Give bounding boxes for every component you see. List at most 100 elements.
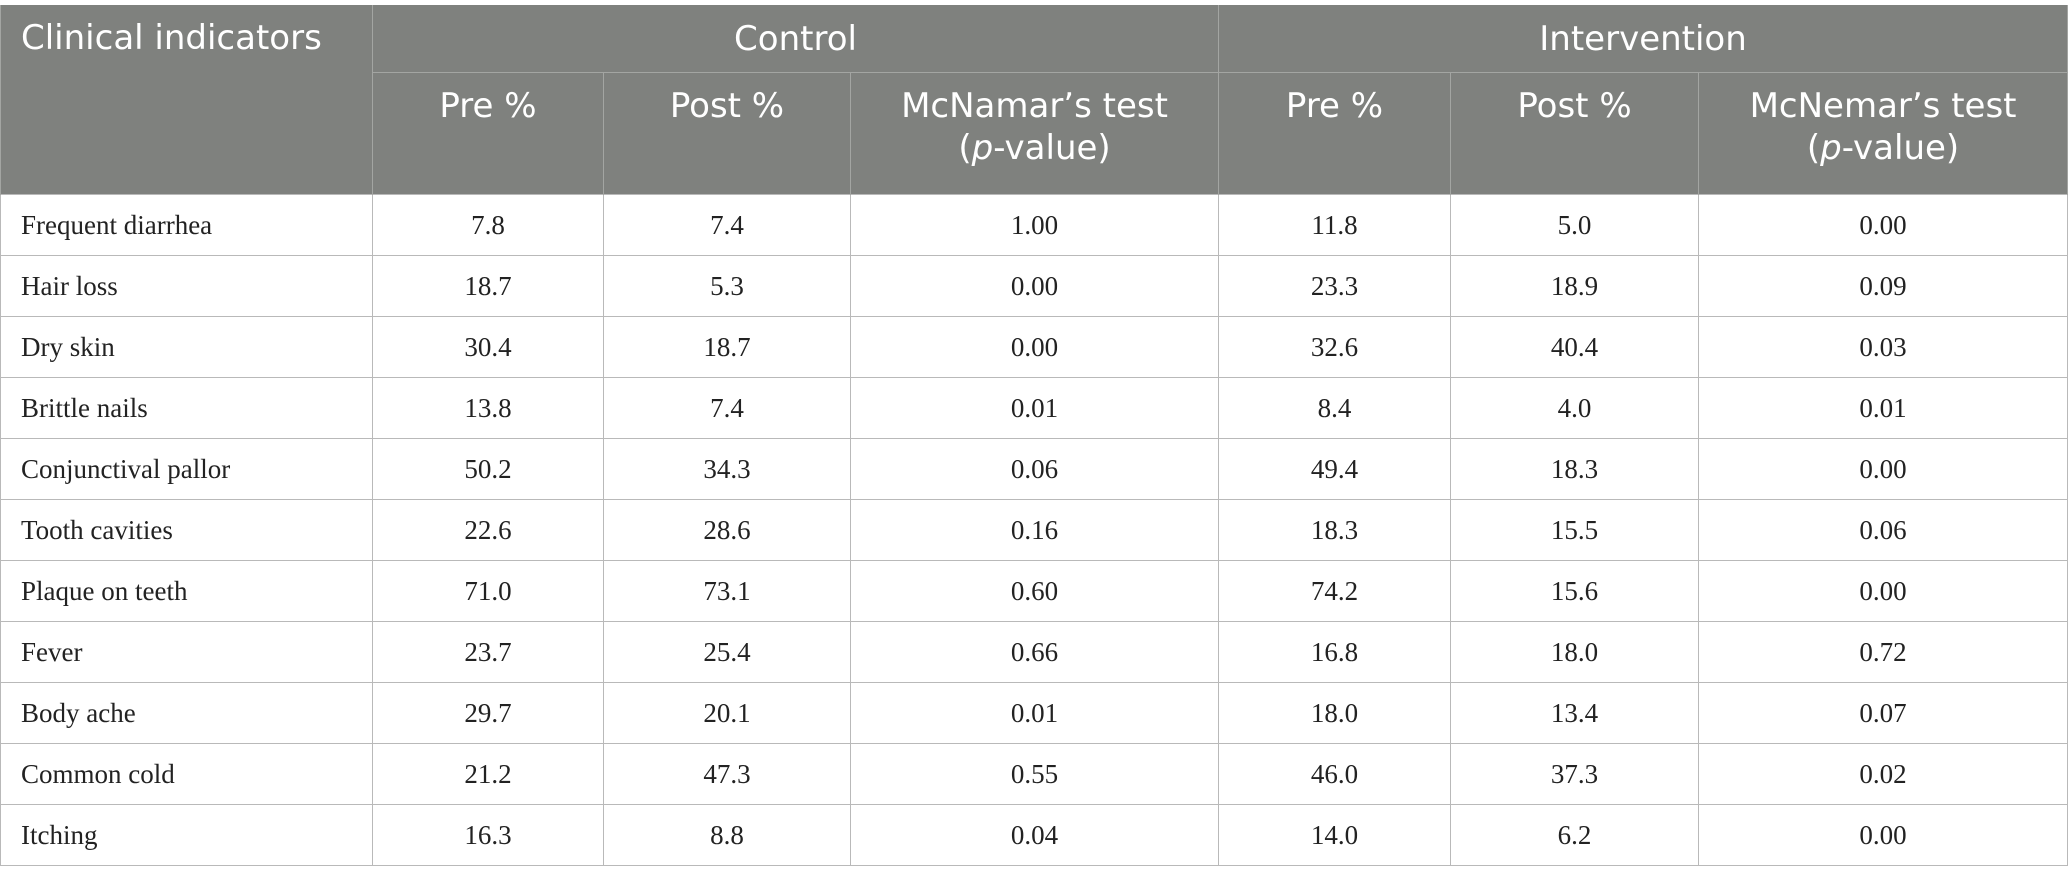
header-control-test: McNamar’s test (p-value) — [849, 72, 1220, 195]
cell-intervention-post: 18.0 — [1450, 621, 1700, 683]
cell-intervention-post: 5.0 — [1450, 194, 1700, 256]
cell-control-post: 34.3 — [603, 438, 851, 500]
table-header: Clinical indicators Control Intervention… — [0, 5, 2068, 195]
header-group-row: Clinical indicators Control Intervention — [0, 5, 2068, 195]
cell-control-post: 18.7 — [603, 316, 851, 378]
header-intervention-test-open: ( — [1806, 128, 1821, 168]
cell-control-p: 0.06 — [849, 438, 1220, 500]
cell-intervention-pre: 14.0 — [1218, 804, 1452, 866]
cell-control-p: 0.04 — [849, 804, 1220, 866]
cell-indicator: Body ache — [0, 682, 373, 744]
cell-intervention-pre: 16.8 — [1218, 621, 1452, 683]
cell-control-post: 5.3 — [603, 255, 851, 317]
header-clinical-indicators: Clinical indicators — [0, 5, 373, 195]
header-control-pre: Pre % — [372, 72, 604, 195]
header-control-post: Post % — [603, 72, 851, 195]
cell-indicator: Plaque on teeth — [0, 560, 373, 622]
cell-intervention-pre: 74.2 — [1218, 560, 1452, 622]
cell-control-p: 1.00 — [849, 194, 1220, 256]
header-intervention-test-line1: McNemar’s test — [1749, 86, 2017, 126]
cell-intervention-p: 0.00 — [1698, 194, 2068, 256]
clinical-indicators-table: Clinical indicators Control Intervention… — [0, 5, 2068, 866]
cell-intervention-p: 0.07 — [1698, 682, 2068, 744]
table-row: Itching 16.3 8.8 0.04 14.0 6.2 0.00 — [0, 804, 2068, 866]
cell-intervention-pre: 32.6 — [1218, 316, 1452, 378]
cell-control-pre: 21.2 — [372, 743, 604, 805]
cell-intervention-post: 6.2 — [1450, 804, 1700, 866]
cell-indicator: Dry skin — [0, 316, 373, 378]
cell-indicator: Itching — [0, 804, 373, 866]
cell-intervention-p: 0.02 — [1698, 743, 2068, 805]
cell-control-p: 0.55 — [849, 743, 1220, 805]
cell-intervention-p: 0.72 — [1698, 621, 2068, 683]
cell-intervention-p: 0.06 — [1698, 499, 2068, 561]
header-control-test-line2: (p-value) — [851, 127, 1218, 169]
table-row: Hair loss 18.7 5.3 0.00 23.3 18.9 0.09 — [0, 255, 2068, 317]
cell-intervention-p: 0.03 — [1698, 316, 2068, 378]
cell-intervention-p: 0.01 — [1698, 377, 2068, 439]
header-group-control: Control — [371, 5, 1220, 73]
header-group-intervention: Intervention — [1218, 5, 2068, 73]
cell-control-post: 20.1 — [603, 682, 851, 744]
cell-intervention-pre: 8.4 — [1218, 377, 1452, 439]
cell-control-pre: 23.7 — [372, 621, 604, 683]
cell-control-p: 0.16 — [849, 499, 1220, 561]
header-intervention-post: Post % — [1450, 72, 1700, 195]
cell-intervention-post: 18.3 — [1450, 438, 1700, 500]
table-row: Body ache 29.7 20.1 0.01 18.0 13.4 0.07 — [0, 682, 2068, 744]
cell-control-pre: 22.6 — [372, 499, 604, 561]
cell-indicator: Fever — [0, 621, 373, 683]
cell-control-p: 0.01 — [849, 377, 1220, 439]
cell-control-post: 47.3 — [603, 743, 851, 805]
cell-intervention-post: 15.6 — [1450, 560, 1700, 622]
cell-indicator: Brittle nails — [0, 377, 373, 439]
cell-intervention-post: 13.4 — [1450, 682, 1700, 744]
cell-control-post: 7.4 — [603, 194, 851, 256]
header-control-test-p: p — [971, 128, 994, 168]
cell-control-p: 0.60 — [849, 560, 1220, 622]
cell-control-post: 25.4 — [603, 621, 851, 683]
header-sub-row: Pre % Post % McNamar’s test (p-value) Pr… — [1, 72, 2068, 195]
header-intervention-test: McNemar’s test (p-value) — [1698, 72, 2068, 195]
cell-intervention-p: 0.00 — [1698, 560, 2068, 622]
cell-control-pre: 50.2 — [372, 438, 604, 500]
header-control-test-open: ( — [958, 128, 972, 168]
cell-intervention-pre: 46.0 — [1218, 743, 1452, 805]
cell-control-pre: 30.4 — [372, 316, 604, 378]
cell-intervention-pre: 18.3 — [1218, 499, 1452, 561]
cell-intervention-pre: 23.3 — [1218, 255, 1452, 317]
cell-indicator: Hair loss — [0, 255, 373, 317]
cell-intervention-post: 4.0 — [1450, 377, 1700, 439]
table-row: Frequent diarrhea 7.8 7.4 1.00 11.8 5.0 … — [0, 194, 2068, 256]
table-row: Conjunctival pallor 50.2 34.3 0.06 49.4 … — [0, 438, 2068, 500]
cell-control-pre: 16.3 — [372, 804, 604, 866]
table-body: Frequent diarrhea 7.8 7.4 1.00 11.8 5.0 … — [0, 194, 2068, 866]
cell-control-p: 0.00 — [849, 316, 1220, 378]
cell-control-post: 73.1 — [603, 560, 851, 622]
cell-control-pre: 13.8 — [372, 377, 604, 439]
cell-indicator: Tooth cavities — [0, 499, 373, 561]
header-control-test-close: -value) — [993, 128, 1111, 168]
cell-intervention-post: 15.5 — [1450, 499, 1700, 561]
cell-control-pre: 18.7 — [372, 255, 604, 317]
cell-intervention-pre: 49.4 — [1218, 438, 1452, 500]
cell-indicator: Frequent diarrhea — [0, 194, 373, 256]
table-row: Tooth cavities 22.6 28.6 0.16 18.3 15.5 … — [0, 499, 2068, 561]
cell-control-pre: 7.8 — [372, 194, 604, 256]
table-row: Common cold 21.2 47.3 0.55 46.0 37.3 0.0… — [0, 743, 2068, 805]
table-row: Fever 23.7 25.4 0.66 16.8 18.0 0.72 — [0, 621, 2068, 683]
cell-intervention-p: 0.00 — [1698, 804, 2068, 866]
table-row: Plaque on teeth 71.0 73.1 0.60 74.2 15.6… — [0, 560, 2068, 622]
header-intervention-test-line2: (p-value) — [1699, 127, 2067, 169]
header-intervention-test-p: p — [1820, 128, 1842, 168]
cell-control-pre: 71.0 — [372, 560, 604, 622]
cell-intervention-post: 40.4 — [1450, 316, 1700, 378]
cell-intervention-pre: 11.8 — [1218, 194, 1452, 256]
cell-control-post: 28.6 — [603, 499, 851, 561]
table-row: Brittle nails 13.8 7.4 0.01 8.4 4.0 0.01 — [0, 377, 2068, 439]
cell-control-post: 7.4 — [603, 377, 851, 439]
table-row: Dry skin 30.4 18.7 0.00 32.6 40.4 0.03 — [0, 316, 2068, 378]
cell-intervention-p: 0.00 — [1698, 438, 2068, 500]
cell-intervention-post: 37.3 — [1450, 743, 1700, 805]
cell-indicator: Common cold — [0, 743, 373, 805]
